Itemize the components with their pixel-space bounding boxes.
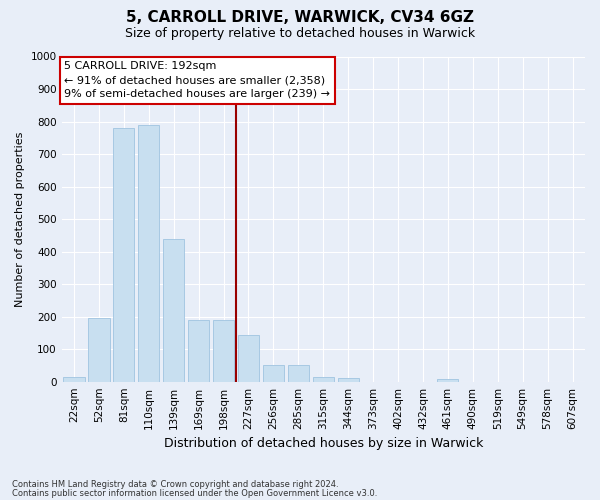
Bar <box>213 320 234 382</box>
Bar <box>313 377 334 382</box>
Text: Contains HM Land Registry data © Crown copyright and database right 2024.: Contains HM Land Registry data © Crown c… <box>12 480 338 489</box>
X-axis label: Distribution of detached houses by size in Warwick: Distribution of detached houses by size … <box>164 437 483 450</box>
Bar <box>238 334 259 382</box>
Text: Contains public sector information licensed under the Open Government Licence v3: Contains public sector information licen… <box>12 489 377 498</box>
Bar <box>338 378 359 382</box>
Bar <box>288 366 309 382</box>
Text: 5, CARROLL DRIVE, WARWICK, CV34 6GZ: 5, CARROLL DRIVE, WARWICK, CV34 6GZ <box>126 10 474 25</box>
Bar <box>113 128 134 382</box>
Bar <box>437 379 458 382</box>
Text: Size of property relative to detached houses in Warwick: Size of property relative to detached ho… <box>125 28 475 40</box>
Bar <box>138 125 160 382</box>
Y-axis label: Number of detached properties: Number of detached properties <box>15 132 25 307</box>
Bar <box>88 318 110 382</box>
Bar <box>188 320 209 382</box>
Bar <box>64 377 85 382</box>
Bar <box>263 366 284 382</box>
Text: 5 CARROLL DRIVE: 192sqm
← 91% of detached houses are smaller (2,358)
9% of semi-: 5 CARROLL DRIVE: 192sqm ← 91% of detache… <box>64 62 330 100</box>
Bar <box>163 238 184 382</box>
